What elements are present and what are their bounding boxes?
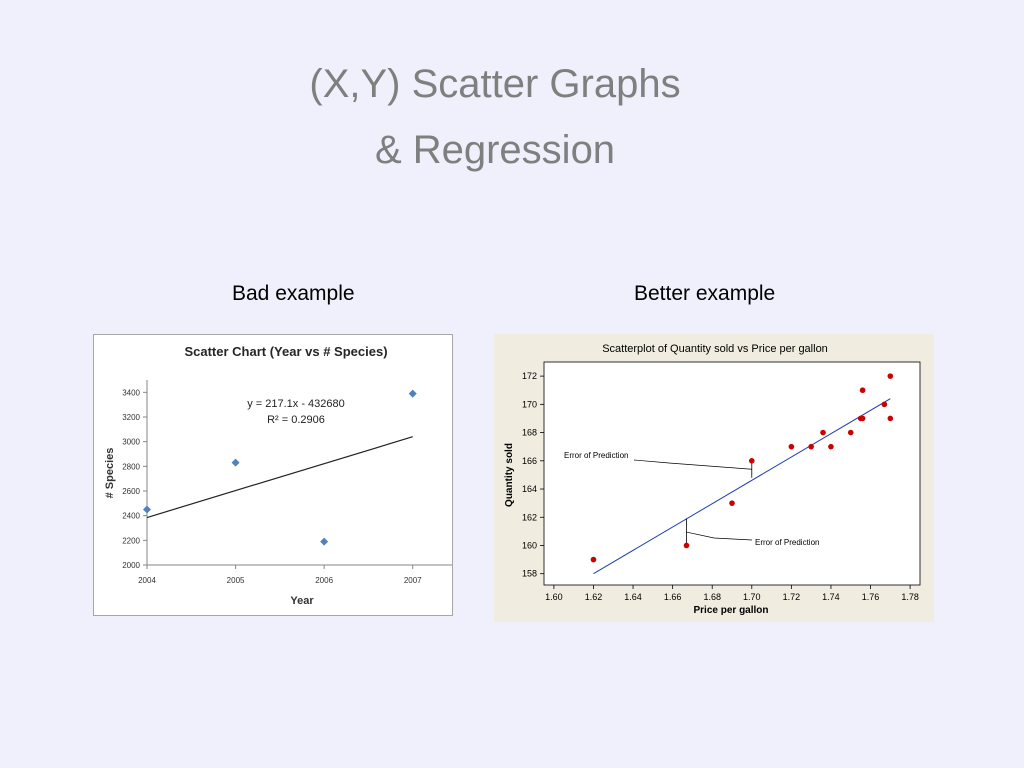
regression-line [593,398,891,575]
data-point [847,429,854,436]
data-point [859,387,866,394]
r-squared-label: R² = 0.2906 [267,414,325,426]
y-tick-label: 170 [522,399,537,409]
x-tick-label: 1.62 [585,592,603,602]
y-tick-label: 3400 [122,388,140,397]
better-example-chart: Scatterplot of Quantity sold vs Price pe… [494,334,934,622]
x-tick-label: 2007 [404,576,422,585]
data-point [859,415,866,422]
data-point [143,505,151,514]
regression-equation: y = 217.1x - 432680 [247,398,345,410]
slide-title-line2: & Regression [374,128,616,172]
x-tick-label: 2004 [138,576,156,585]
y-tick-label: 162 [522,512,537,522]
bad-example-chart: Scatter Chart (Year vs # Species) 2000 220… [93,334,457,616]
annotation-leader [633,459,752,470]
annotation-label: Error of Prediction [755,538,819,547]
x-tick-label: 1.64 [624,592,642,602]
trendline [146,436,413,519]
x-tick-label: 1.76 [862,592,880,602]
chart-title: Scatter Chart (Year vs # Species) [184,344,387,359]
better-example-chart-svg: Scatterplot of Quantity sold vs Price pe… [504,343,921,616]
x-tick-label: 1.68 [703,592,721,602]
y-tick-label: 2000 [122,561,140,570]
data-point [820,429,826,436]
x-tick-label: 1.60 [545,592,563,602]
y-tick-label: 2200 [122,536,140,545]
x-tick-label: 1.66 [664,592,682,602]
x-tick-label: 1.70 [743,592,761,602]
bad-example-caption: Bad example [232,282,355,305]
data-point [828,443,834,450]
y-tick-label: 2400 [122,512,140,521]
x-axis-label: Year [290,595,314,607]
x-tick-label: 2005 [227,576,245,585]
data-point [748,457,755,464]
data-point [808,443,814,450]
y-tick-label: 2800 [122,462,140,471]
data-point [590,556,597,563]
x-tick-label: 1.78 [901,592,919,602]
data-point [881,401,888,408]
data-point [729,500,735,506]
y-tick-label: 3000 [122,438,140,447]
y-tick-label: 168 [522,428,537,438]
y-axis-label: # Species [104,448,116,499]
x-tick-label: 2006 [315,576,333,585]
data-point [887,415,894,422]
y-tick-label: 172 [522,371,537,381]
data-point [887,373,894,379]
better-example-caption: Better example [634,282,776,305]
chart-title: Scatterplot of Quantity sold vs Price pe… [602,343,828,355]
x-tick-label: 1.72 [783,592,801,602]
y-axis-label: Quantity sold [504,443,515,507]
slide-title-line1: (X,Y) Scatter Graphs [309,62,681,106]
annotation-leader [686,531,753,541]
x-axis-label: Price per gallon [693,605,768,616]
annotation-label: Error of Prediction [564,451,628,460]
y-tick-label: 160 [522,540,537,550]
bad-example-chart-svg: Scatter Chart (Year vs # Species) 2000 220… [104,344,457,607]
y-tick-label: 164 [522,484,537,494]
data-point [788,443,795,450]
x-tick-label: 1.74 [822,592,840,602]
plot-area [543,361,921,586]
y-tick-label: 3200 [122,413,140,422]
y-tick-label: 166 [522,456,537,466]
y-tick-label: 2600 [122,487,140,496]
y-tick-label: 158 [522,569,537,579]
data-point [231,458,240,467]
data-point [320,537,329,546]
data-point [408,389,417,398]
data-point [683,542,690,549]
